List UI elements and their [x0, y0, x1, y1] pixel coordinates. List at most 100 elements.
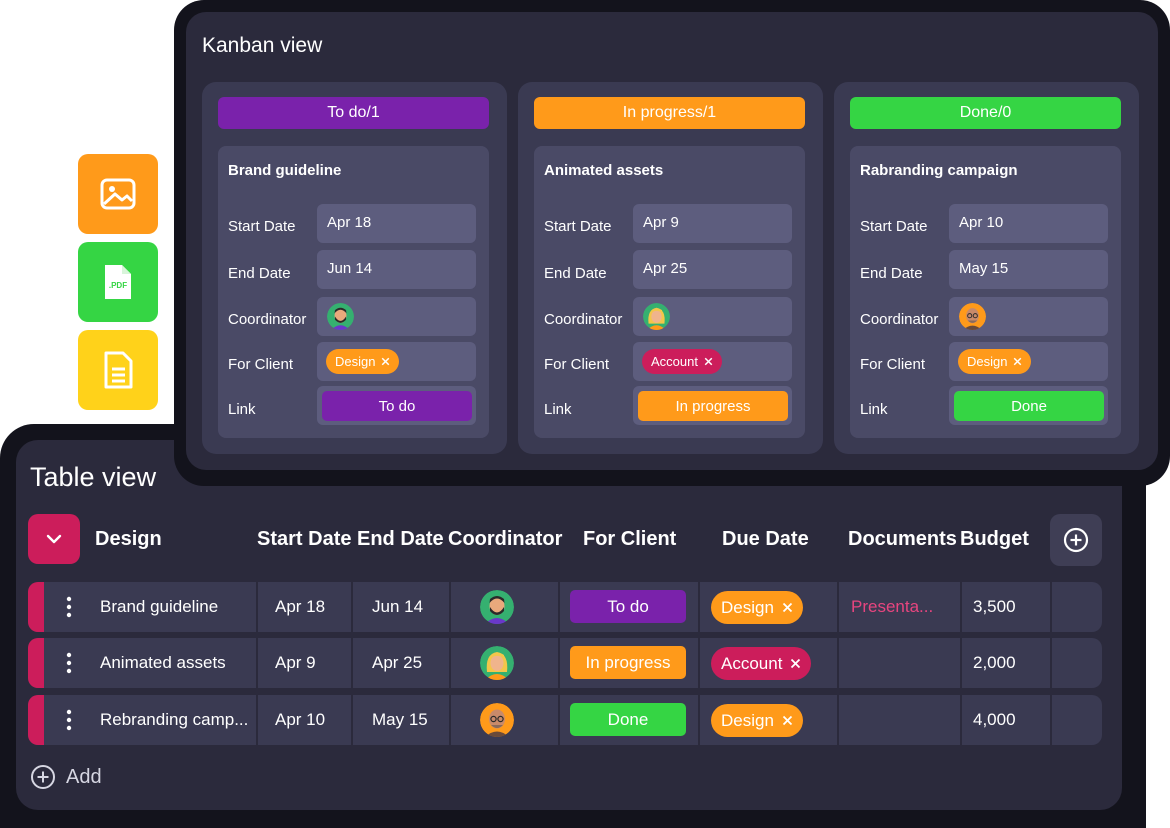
row-end-date[interactable]: Apr 25 [372, 653, 423, 672]
header-due-date[interactable]: Due Date [722, 528, 809, 550]
avatar-bald-man[interactable] [480, 703, 514, 737]
close-icon[interactable] [790, 658, 801, 669]
coordinator-field[interactable] [633, 297, 792, 336]
row-client-tag[interactable]: Design [711, 591, 803, 624]
avatar-woman-blonde[interactable] [480, 646, 514, 680]
table-row[interactable]: Rebranding camp... Apr 10 May 15 Done De… [28, 695, 1102, 745]
coordinator-label: Coordinator [544, 311, 623, 328]
add-row-button[interactable]: Add [30, 764, 102, 790]
kanban-card[interactable]: Animated assets Start Date Apr 9 End Dat… [534, 146, 805, 438]
row-end-date[interactable]: May 15 [372, 710, 428, 729]
start-date-label: Start Date [228, 218, 296, 235]
status-button[interactable]: Done [954, 391, 1104, 421]
row-budget[interactable]: 2,000 [973, 653, 1016, 672]
avatar-bald-man[interactable] [959, 303, 986, 330]
tag-label: Design [721, 597, 774, 617]
row-status-button[interactable]: To do [570, 590, 686, 623]
close-icon[interactable] [704, 357, 713, 366]
row-end-date[interactable]: Jun 14 [372, 597, 424, 616]
image-file-tile[interactable] [78, 154, 158, 234]
close-icon[interactable] [782, 602, 793, 613]
row-budget[interactable]: 3,500 [973, 597, 1016, 616]
link-field[interactable]: In progress [633, 386, 792, 425]
end-date-value: Apr 25 [643, 260, 688, 277]
end-date-label: End Date [228, 265, 291, 282]
header-end-date[interactable]: End Date [357, 528, 444, 550]
add-column-button[interactable] [1050, 514, 1102, 566]
kanban-view-panel: Kanban view To do/1 Brand guideline Star… [186, 12, 1158, 470]
row-name[interactable]: Animated assets [100, 653, 226, 672]
tag-label: Account [721, 653, 783, 673]
add-row-label: Add [66, 765, 102, 788]
pdf-file-icon: .PDF [105, 265, 131, 299]
card-title: Brand guideline [228, 162, 342, 179]
end-date-field[interactable]: Apr 25 [633, 250, 792, 289]
avatar-man-beard[interactable] [327, 303, 354, 330]
row-document-link[interactable]: Presenta... [851, 597, 934, 616]
for-client-field[interactable]: Design [317, 342, 476, 381]
row-start-date[interactable]: Apr 10 [275, 710, 326, 729]
column-header[interactable]: In progress/1 [534, 97, 805, 129]
row-client-tag[interactable]: Account [711, 647, 812, 680]
column-header[interactable]: To do/1 [218, 97, 489, 129]
kanban-card[interactable]: Rabranding campaign Start Date Apr 10 En… [850, 146, 1121, 438]
header-budget[interactable]: Budget [960, 528, 1029, 550]
pdf-file-tile[interactable]: .PDF [78, 242, 158, 322]
group-collapse-button[interactable] [28, 514, 80, 564]
link-field[interactable]: Done [949, 386, 1108, 425]
row-start-date[interactable]: Apr 9 [275, 653, 316, 672]
status-button[interactable]: In progress [638, 391, 788, 421]
more-options-icon[interactable] [66, 596, 72, 618]
end-date-field[interactable]: May 15 [949, 250, 1108, 289]
coordinator-label: Coordinator [860, 311, 939, 328]
document-file-tile[interactable] [78, 330, 158, 410]
more-options-icon[interactable] [66, 709, 72, 731]
column-header[interactable]: Done/0 [850, 97, 1121, 129]
row-name[interactable]: Brand guideline [100, 597, 219, 616]
image-icon [100, 178, 136, 210]
tag-label: Account [651, 354, 698, 369]
header-coordinator[interactable]: Coordinator [448, 528, 563, 550]
table-row[interactable]: Animated assets Apr 9 Apr 25 In progress… [28, 638, 1102, 688]
row-name[interactable]: Rebranding camp... [100, 710, 249, 729]
start-date-field[interactable]: Apr 9 [633, 204, 792, 243]
end-date-field[interactable]: Jun 14 [317, 250, 476, 289]
client-tag[interactable]: Design [326, 349, 400, 374]
status-button[interactable]: To do [322, 391, 472, 421]
tag-label: Design [335, 354, 376, 369]
document-icon [104, 351, 133, 389]
row-client-tag[interactable]: Design [711, 704, 803, 737]
for-client-field[interactable]: Account [633, 342, 792, 381]
close-icon[interactable] [381, 357, 390, 366]
avatar-man-beard[interactable] [480, 590, 514, 624]
start-date-field[interactable]: Apr 10 [949, 204, 1108, 243]
avatar-woman-blonde[interactable] [643, 303, 670, 330]
row-budget[interactable]: 4,000 [973, 710, 1016, 729]
row-status-button[interactable]: In progress [570, 646, 686, 679]
start-date-value: Apr 10 [959, 214, 1004, 231]
end-date-value: May 15 [959, 260, 1009, 277]
header-documents[interactable]: Documents [848, 528, 957, 550]
more-options-icon[interactable] [66, 652, 72, 674]
for-client-field[interactable]: Design [949, 342, 1108, 381]
start-date-field[interactable]: Apr 18 [317, 204, 476, 243]
close-icon[interactable] [1013, 357, 1022, 366]
close-icon[interactable] [782, 715, 793, 726]
coordinator-label: Coordinator [228, 311, 307, 328]
client-tag[interactable]: Design [958, 349, 1032, 374]
row-start-date[interactable]: Apr 18 [275, 597, 326, 616]
coordinator-field[interactable] [317, 297, 476, 336]
table-row[interactable]: Brand guideline Apr 18 Jun 14 To do Desi… [28, 582, 1102, 632]
end-date-value: Jun 14 [327, 260, 373, 277]
link-field[interactable]: To do [317, 386, 476, 425]
pdf-label: .PDF [109, 281, 127, 290]
kanban-view-title: Kanban view [202, 34, 323, 57]
client-tag[interactable]: Account [642, 349, 722, 374]
row-status-button[interactable]: Done [570, 703, 686, 736]
header-for-client[interactable]: For Client [583, 528, 677, 550]
kanban-card[interactable]: Brand guideline Start Date Apr 18 End Da… [218, 146, 489, 438]
row-group-stripe [28, 582, 44, 632]
link-label: Link [860, 401, 888, 418]
coordinator-field[interactable] [949, 297, 1108, 336]
header-start-date[interactable]: Start Date [257, 528, 352, 550]
